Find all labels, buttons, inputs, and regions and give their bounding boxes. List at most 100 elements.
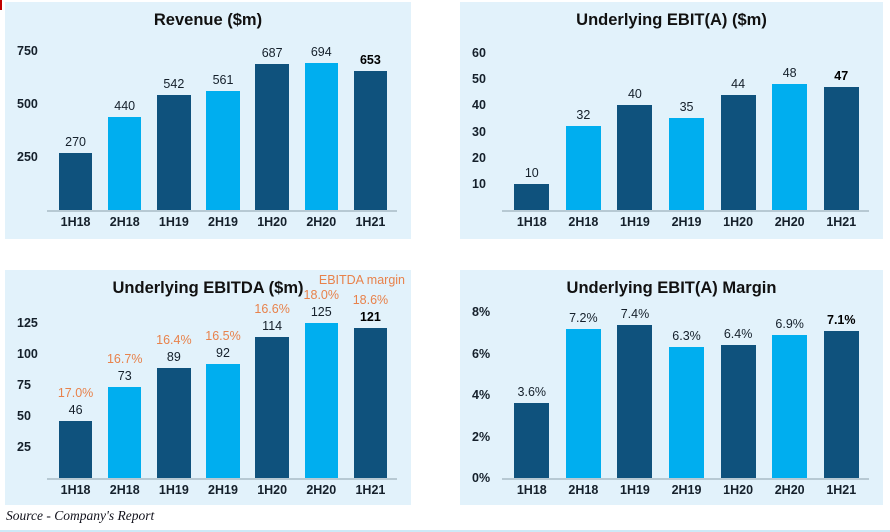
bar-value-label: 92 xyxy=(216,345,230,360)
bar-value-label: 40 xyxy=(627,87,642,102)
bar-2H18 xyxy=(108,387,142,478)
bar-1H18 xyxy=(58,420,93,478)
bar-value-label: 10 xyxy=(524,165,539,180)
margin-percent-label: 18.6% xyxy=(352,292,389,307)
y-axis-tick-label: 60 xyxy=(472,46,486,61)
x-axis-category-label: 2H20 xyxy=(774,483,805,497)
x-axis-category-label: 1H18 xyxy=(60,215,91,229)
bar-1H20 xyxy=(720,94,756,210)
bar-value-label: 121 xyxy=(359,309,381,324)
bar-value-label: 542 xyxy=(163,76,185,91)
bar-2H19 xyxy=(668,347,705,478)
bar-1H18 xyxy=(514,403,550,478)
bars-container: 46 17.0% 73 16.7% 89 16.4% 92 16.5% 114 16.6% 125 1… xyxy=(51,288,395,478)
y-axis-tick-label: 2% xyxy=(472,429,491,444)
y-axis-tick-label: 75 xyxy=(17,377,31,392)
bar-slot: 114 16.6% xyxy=(248,302,297,478)
bar-slot: 7.2% xyxy=(558,308,610,478)
bar-slot: 32 xyxy=(558,40,610,210)
bar-value-label: 653 xyxy=(359,53,381,68)
y-axis-tick-label: 20 xyxy=(472,150,486,165)
x-axis-category-label: 2H19 xyxy=(671,483,702,497)
x-axis-labels: 1H18 2H18 1H19 2H19 1H20 2H20 1H21 xyxy=(51,215,395,229)
bar-slot: 89 16.4% xyxy=(149,308,198,478)
plot-area: 25 50 75 100 125 46 17.0% 73 16.7% 89 16.4% 92 16.5%… xyxy=(17,288,397,480)
bar-value-label: 47 xyxy=(834,69,849,84)
margin-percent-label: 17.0% xyxy=(57,385,94,400)
x-axis-category-label: 2H19 xyxy=(671,215,702,229)
bar-2H18 xyxy=(565,126,601,210)
x-axis-category-label: 2H18 xyxy=(109,215,140,229)
x-axis-category-label: 1H21 xyxy=(355,483,386,497)
red-corner-mark xyxy=(0,0,2,10)
x-axis-line xyxy=(47,478,397,480)
x-axis-labels: 1H18 2H18 1H19 2H19 1H20 2H20 1H21 xyxy=(51,483,395,497)
bar-1H19 xyxy=(617,324,653,478)
y-axis-tick-label: 500 xyxy=(17,96,38,111)
bar-slot: 440 xyxy=(100,40,149,210)
bars-container: 270 440 542 561 687 694 653 xyxy=(51,40,395,210)
x-axis-category-label: 1H21 xyxy=(826,483,857,497)
bar-slot: 270 xyxy=(51,40,100,210)
bar-1H19 xyxy=(157,94,191,210)
x-axis-category-label: 1H20 xyxy=(723,483,754,497)
bar-slot: 48 xyxy=(764,40,816,210)
x-axis-category-label: 2H18 xyxy=(568,483,599,497)
bar-value-label: 7.2% xyxy=(569,310,598,325)
chart-grid: Revenue ($m) 250 500 750 270 440 542 561 687 694… xyxy=(5,2,883,505)
bar-slot: 542 xyxy=(149,40,198,210)
bar-slot: 92 16.5% xyxy=(198,308,247,478)
bar-slot: 35 xyxy=(661,40,713,210)
y-axis-tick-label: 30 xyxy=(472,124,486,139)
y-axis-tick-label: 0% xyxy=(472,471,491,485)
x-axis-category-label: 2H19 xyxy=(208,483,238,497)
bar-slot: 694 xyxy=(297,40,346,210)
bar-1H21 xyxy=(823,87,859,210)
source-note: Source - Company's Report xyxy=(6,508,155,523)
y-axis-tick-label: 8% xyxy=(472,305,491,320)
bottom-rule-line xyxy=(0,530,890,532)
bar-value-label: 3.6% xyxy=(517,385,547,400)
y-axis-tick-label: 125 xyxy=(17,315,38,330)
bar-value-label: 694 xyxy=(310,44,332,59)
margin-percent-label: 16.5% xyxy=(205,328,241,343)
x-axis-labels: 1H18 2H18 1H19 2H19 1H20 2H20 1H21 xyxy=(506,215,867,229)
bar-value-label: 89 xyxy=(166,349,181,364)
bar-2H20 xyxy=(772,84,808,210)
bar-2H18 xyxy=(108,116,142,210)
chart-title: Underlying EBIT(A) Margin xyxy=(566,279,777,297)
bar-slot: 121 18.6% xyxy=(346,293,395,478)
y-axis-tick-label: 4% xyxy=(472,388,491,403)
bar-slot: 46 17.0% xyxy=(51,308,100,478)
bar-slot: 47 xyxy=(815,40,867,210)
y-axis-tick-label: 6% xyxy=(472,346,491,361)
bar-1H19 xyxy=(157,367,191,478)
x-axis-category-label: 1H21 xyxy=(355,215,386,229)
bars-container: 3.6% 7.2% 7.4% 6.3% 6.4% 6.9% 7.1% xyxy=(506,307,867,478)
margin-percent-label: 16.4% xyxy=(156,332,192,347)
x-axis-line xyxy=(47,210,397,212)
x-axis-category-label: 1H20 xyxy=(257,483,288,497)
bar-value-label: 46 xyxy=(68,402,83,417)
bar-value-label: 6.3% xyxy=(672,329,701,344)
bar-value-label: 270 xyxy=(65,134,86,149)
bar-slot: 40 xyxy=(609,40,661,210)
x-axis-category-label: 1H18 xyxy=(516,483,547,497)
y-axis-tick-label: 50 xyxy=(17,408,31,423)
bar-slot: 687 xyxy=(248,40,297,210)
x-axis-category-label: 2H20 xyxy=(306,215,337,229)
bar-value-label: 440 xyxy=(114,98,136,113)
bar-2H20 xyxy=(772,334,808,478)
bar-1H18 xyxy=(514,183,550,210)
x-axis-category-label: 2H18 xyxy=(109,483,140,497)
y-axis-tick-label: 40 xyxy=(472,98,486,113)
chart-title: Underlying EBITDA ($m) xyxy=(112,279,304,297)
bar-value-label: 125 xyxy=(310,304,332,319)
plot-area: 250 500 750 270 440 542 561 687 694 653 xyxy=(17,40,397,212)
bar-slot: 7.4% xyxy=(609,307,661,478)
bar-2H20 xyxy=(304,62,338,210)
ebitda-chart-panel: Underlying EBITDA ($m) EBITDA margin 25 5… xyxy=(5,270,411,505)
y-axis-tick-label: 50 xyxy=(472,72,486,87)
x-axis-category-label: 1H19 xyxy=(158,483,189,497)
bar-value-label: 687 xyxy=(261,46,283,61)
